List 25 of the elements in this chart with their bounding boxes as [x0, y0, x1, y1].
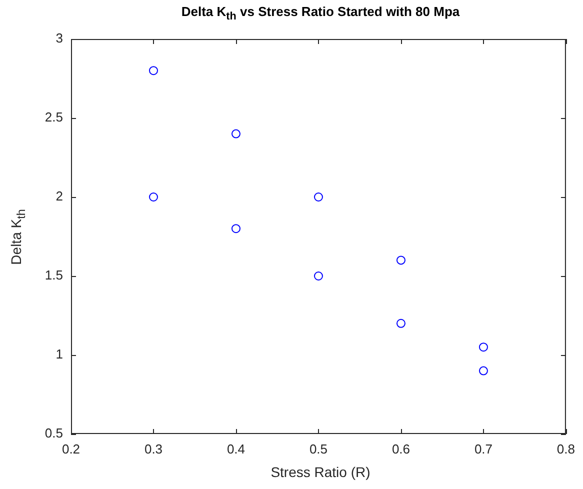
point: [148, 192, 158, 202]
y-tick-label: 1.5: [44, 268, 63, 283]
point: [314, 272, 323, 280]
point: [148, 66, 158, 76]
point: [396, 256, 406, 265]
point: [231, 224, 240, 234]
y-tick-label: 0.5: [44, 426, 63, 441]
point: [478, 366, 488, 376]
x-tick-label: 0.3: [144, 441, 163, 456]
y-tick-label: 3: [56, 30, 63, 46]
x-tick-label: 0.2: [62, 441, 80, 456]
x-axis-title: Stress Ratio (R): [270, 464, 372, 480]
point: [231, 129, 240, 138]
y-tick-label: 1: [56, 346, 63, 362]
point: [396, 318, 406, 328]
x-tick-label: 0.8: [556, 441, 576, 456]
point: [478, 342, 488, 352]
y-tick-label: 2: [56, 188, 63, 204]
x-tick-label: 0.4: [226, 441, 246, 456]
point: [314, 192, 323, 202]
y-tick-label: 2.5: [44, 110, 63, 125]
x-tick-label: 0.6: [392, 441, 410, 456]
x-tick-label: 0.5: [309, 441, 328, 456]
chart-title: Delta K$_{th}$ vs Stress Ratio Started with 80 Mpa: [180, 4, 461, 23]
x-tick-label: 0.7: [474, 441, 493, 456]
